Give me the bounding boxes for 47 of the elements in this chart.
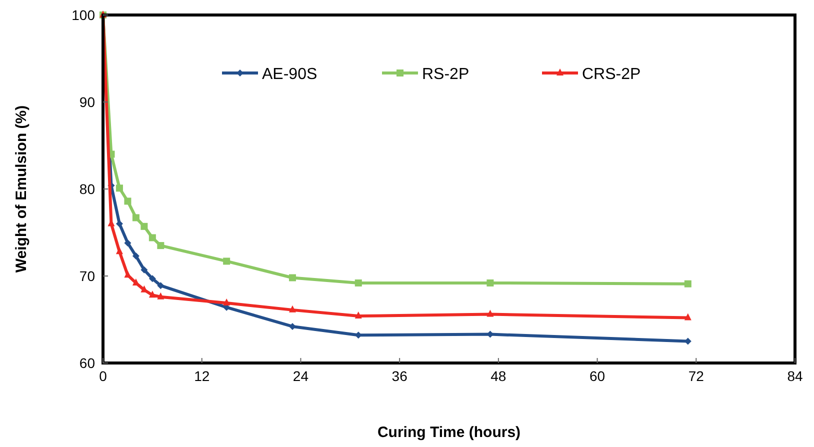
y-tick-label: 60 — [79, 355, 96, 371]
point — [157, 242, 164, 250]
legend-label: CRS-2P — [582, 66, 641, 83]
point — [684, 313, 692, 320]
y-axis-title: Weight of Emulsion (%) — [13, 105, 30, 273]
x-tick-label: 84 — [787, 368, 803, 384]
point — [132, 214, 140, 222]
legend-label: AE-90S — [262, 66, 318, 83]
point — [157, 282, 164, 290]
point — [288, 305, 296, 312]
point — [288, 322, 296, 330]
point — [486, 310, 494, 317]
x-tick-label: 48 — [490, 368, 506, 384]
point — [116, 184, 123, 192]
x-tick-label: 24 — [292, 368, 309, 384]
y-tick-label: 80 — [79, 181, 96, 197]
point — [124, 239, 132, 246]
point — [354, 279, 362, 286]
point — [124, 270, 132, 278]
x-axis-title: Curing Time (hours) — [377, 424, 521, 441]
legend-label: RS-2P — [422, 66, 470, 83]
point — [148, 275, 156, 282]
point — [684, 280, 692, 288]
y-tick-label: 90 — [79, 94, 96, 110]
x-tick-label: 72 — [688, 368, 704, 384]
point — [116, 220, 123, 228]
x-tick-label: 36 — [392, 368, 408, 384]
point — [132, 278, 140, 286]
point — [223, 298, 230, 306]
point — [354, 312, 362, 319]
point — [354, 332, 362, 339]
x-tick-label: 0 — [99, 368, 108, 384]
point — [223, 258, 230, 265]
point — [132, 252, 140, 260]
point — [148, 290, 156, 298]
y-tick-label: 70 — [79, 268, 96, 284]
point — [140, 222, 148, 230]
point — [157, 292, 164, 300]
point — [148, 234, 156, 242]
point — [140, 266, 148, 274]
x-tick-label: 12 — [194, 368, 210, 384]
point — [288, 274, 296, 282]
point — [124, 198, 132, 205]
point — [486, 279, 494, 286]
point — [116, 247, 123, 254]
x-tick-label: 60 — [589, 368, 606, 384]
y-tick-label: 100 — [72, 7, 96, 23]
